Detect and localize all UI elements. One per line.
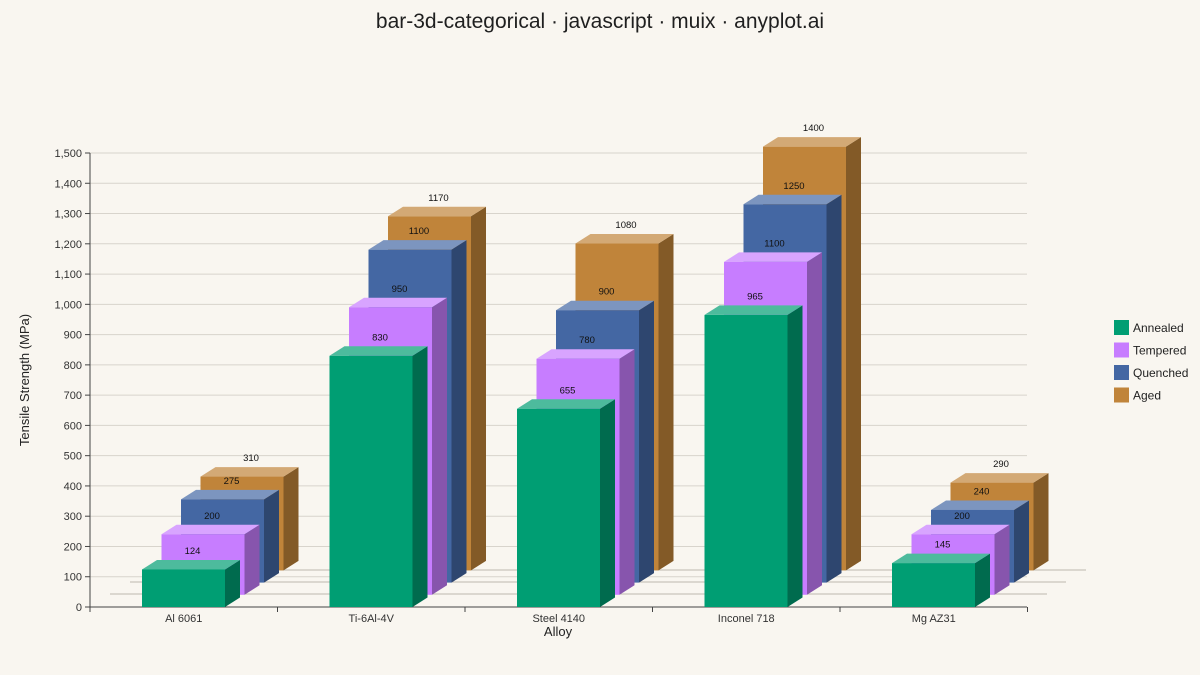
bar-tempered-mg-az31-top (911, 524, 1010, 535)
x-axis-title: Alloy (544, 624, 573, 639)
y-axis-title: Tensile Strength (MPa) (17, 314, 32, 446)
legend-swatch-annealed[interactable] (1114, 320, 1129, 335)
bar-tempered-ti-6al-4v-side (432, 297, 447, 595)
legend-swatch-aged[interactable] (1114, 387, 1129, 403)
data-label-quenched-inconel-718: 1250 (783, 181, 804, 192)
data-label-aged-mg-az31: 290 (993, 459, 1009, 470)
data-label-quenched-ti-6al-4v: 1100 (409, 226, 429, 237)
bar-aged-ti-6al-4v-top (388, 206, 486, 217)
legend-label-tempered[interactable]: Tempered (1133, 344, 1186, 358)
y-tick-label: 0 (76, 602, 82, 614)
y-tick-label: 500 (64, 451, 82, 463)
bar-tempered-steel-4140-top (536, 349, 635, 359)
bar-aged-al-6061-top (200, 467, 299, 477)
y-tick-label: 1,000 (54, 299, 82, 311)
legend-label-annealed[interactable]: Annealed (1133, 321, 1184, 335)
x-tick-label: Ti-6Al-4V (349, 613, 395, 625)
data-label-tempered-inconel-718: 1100 (764, 238, 784, 249)
y-tick-label: 400 (64, 481, 82, 493)
bar-quenched-inconel-718-side (826, 194, 842, 583)
bar-aged-ti-6al-4v-side (471, 206, 486, 571)
data-label-annealed-inconel-718: 965 (747, 291, 763, 302)
bar-annealed-ti-6al-4v-side (412, 346, 428, 607)
x-tick-label: Steel 4140 (532, 613, 585, 625)
bar-quenched-ti-6al-4v-top (368, 240, 467, 250)
y-tick-label: 700 (64, 390, 82, 402)
bar-aged-steel-4140-top (575, 234, 674, 244)
bar-quenched-al-6061-top (181, 489, 279, 500)
y-tick-label: 600 (64, 420, 82, 432)
bar-annealed-al-6061-top (142, 559, 240, 570)
legend-swatch-tempered[interactable] (1114, 342, 1129, 358)
bar-annealed-inconel-718-side (787, 305, 803, 607)
bar-annealed-mg-az31[interactable] (892, 563, 975, 607)
y-tick-label: 1,500 (54, 148, 82, 160)
bar-quenched-mg-az31-top (931, 500, 1029, 510)
x-tick-label: Mg AZ31 (912, 613, 956, 625)
bar-aged-mg-az31-side (1033, 473, 1049, 571)
y-tick-label: 1,100 (54, 269, 82, 281)
bar-annealed-inconel-718[interactable] (704, 314, 788, 607)
y-tick-label: 800 (64, 360, 82, 372)
bar-quenched-al-6061-side (264, 489, 279, 583)
bar-aged-steel-4140-side (658, 234, 674, 571)
bar-annealed-ti-6al-4v-top (329, 346, 428, 356)
data-label-quenched-mg-az31: 240 (974, 486, 990, 497)
bar-annealed-mg-az31-top (892, 553, 990, 564)
bar-tempered-al-6061-top (161, 524, 260, 535)
data-label-tempered-steel-4140: 780 (579, 335, 595, 346)
y-tick-label: 300 (64, 511, 82, 523)
bar-quenched-steel-4140-side (639, 300, 654, 583)
legend-label-aged[interactable]: Aged (1133, 389, 1161, 403)
data-label-tempered-mg-az31: 200 (954, 511, 970, 522)
bar-annealed-al-6061-side (225, 559, 240, 607)
y-tick-label: 100 (64, 572, 82, 584)
bar-annealed-steel-4140-side (600, 399, 615, 607)
bar-aged-al-6061-side (283, 467, 299, 571)
x-tick-label: Inconel 718 (718, 613, 775, 625)
bar-tempered-al-6061-side (244, 524, 260, 595)
bar-annealed-steel-4140-top (517, 399, 615, 409)
bar-tempered-mg-az31-side (994, 524, 1010, 595)
y-tick-label: 1,300 (54, 209, 82, 221)
data-label-tempered-al-6061: 200 (204, 511, 220, 522)
bar-tempered-ti-6al-4v-top (349, 297, 447, 308)
data-label-quenched-al-6061: 275 (224, 476, 240, 487)
bar-tempered-steel-4140-side (619, 349, 635, 595)
bar-tempered-inconel-718-side (807, 252, 822, 595)
data-label-aged-inconel-718: 1400 (803, 123, 824, 134)
bar-aged-inconel-718-side (846, 137, 861, 571)
bar-quenched-inconel-718-top (743, 194, 842, 205)
bar-quenched-mg-az31-side (1014, 500, 1029, 583)
y-tick-label: 200 (64, 541, 82, 553)
y-tick-label: 1,400 (54, 178, 82, 190)
data-label-aged-al-6061: 310 (243, 453, 259, 464)
bar-quenched-ti-6al-4v-side (451, 240, 467, 583)
data-label-annealed-al-6061: 124 (185, 546, 201, 557)
bar-annealed-inconel-718-top (704, 305, 803, 315)
x-tick-label: Al 6061 (165, 613, 202, 625)
data-label-annealed-ti-6al-4v: 830 (372, 332, 388, 343)
y-tick-label: 1,200 (54, 239, 82, 251)
data-label-annealed-steel-4140: 655 (560, 385, 576, 396)
bar-tempered-inconel-718-top (724, 252, 822, 262)
data-label-tempered-ti-6al-4v: 950 (392, 284, 408, 295)
data-label-quenched-steel-4140: 900 (599, 287, 615, 298)
data-label-aged-ti-6al-4v: 1170 (428, 193, 448, 204)
bar-annealed-mg-az31-side (975, 553, 990, 607)
y-tick-label: 900 (64, 330, 82, 342)
bar-aged-inconel-718-top (763, 137, 861, 147)
legend-swatch-quenched[interactable] (1114, 365, 1129, 380)
bar-aged-mg-az31-top (950, 473, 1049, 483)
data-label-aged-steel-4140: 1080 (615, 220, 636, 231)
bar-annealed-al-6061[interactable] (142, 569, 225, 607)
bar-annealed-ti-6al-4v[interactable] (329, 355, 413, 607)
chart-title: bar-3d-categorical · javascript · muix ·… (375, 10, 825, 33)
legend-label-quenched[interactable]: Quenched (1133, 366, 1188, 380)
bar-quenched-steel-4140-top (556, 300, 654, 311)
bar-annealed-steel-4140[interactable] (517, 408, 600, 607)
data-label-annealed-mg-az31: 145 (935, 540, 951, 551)
